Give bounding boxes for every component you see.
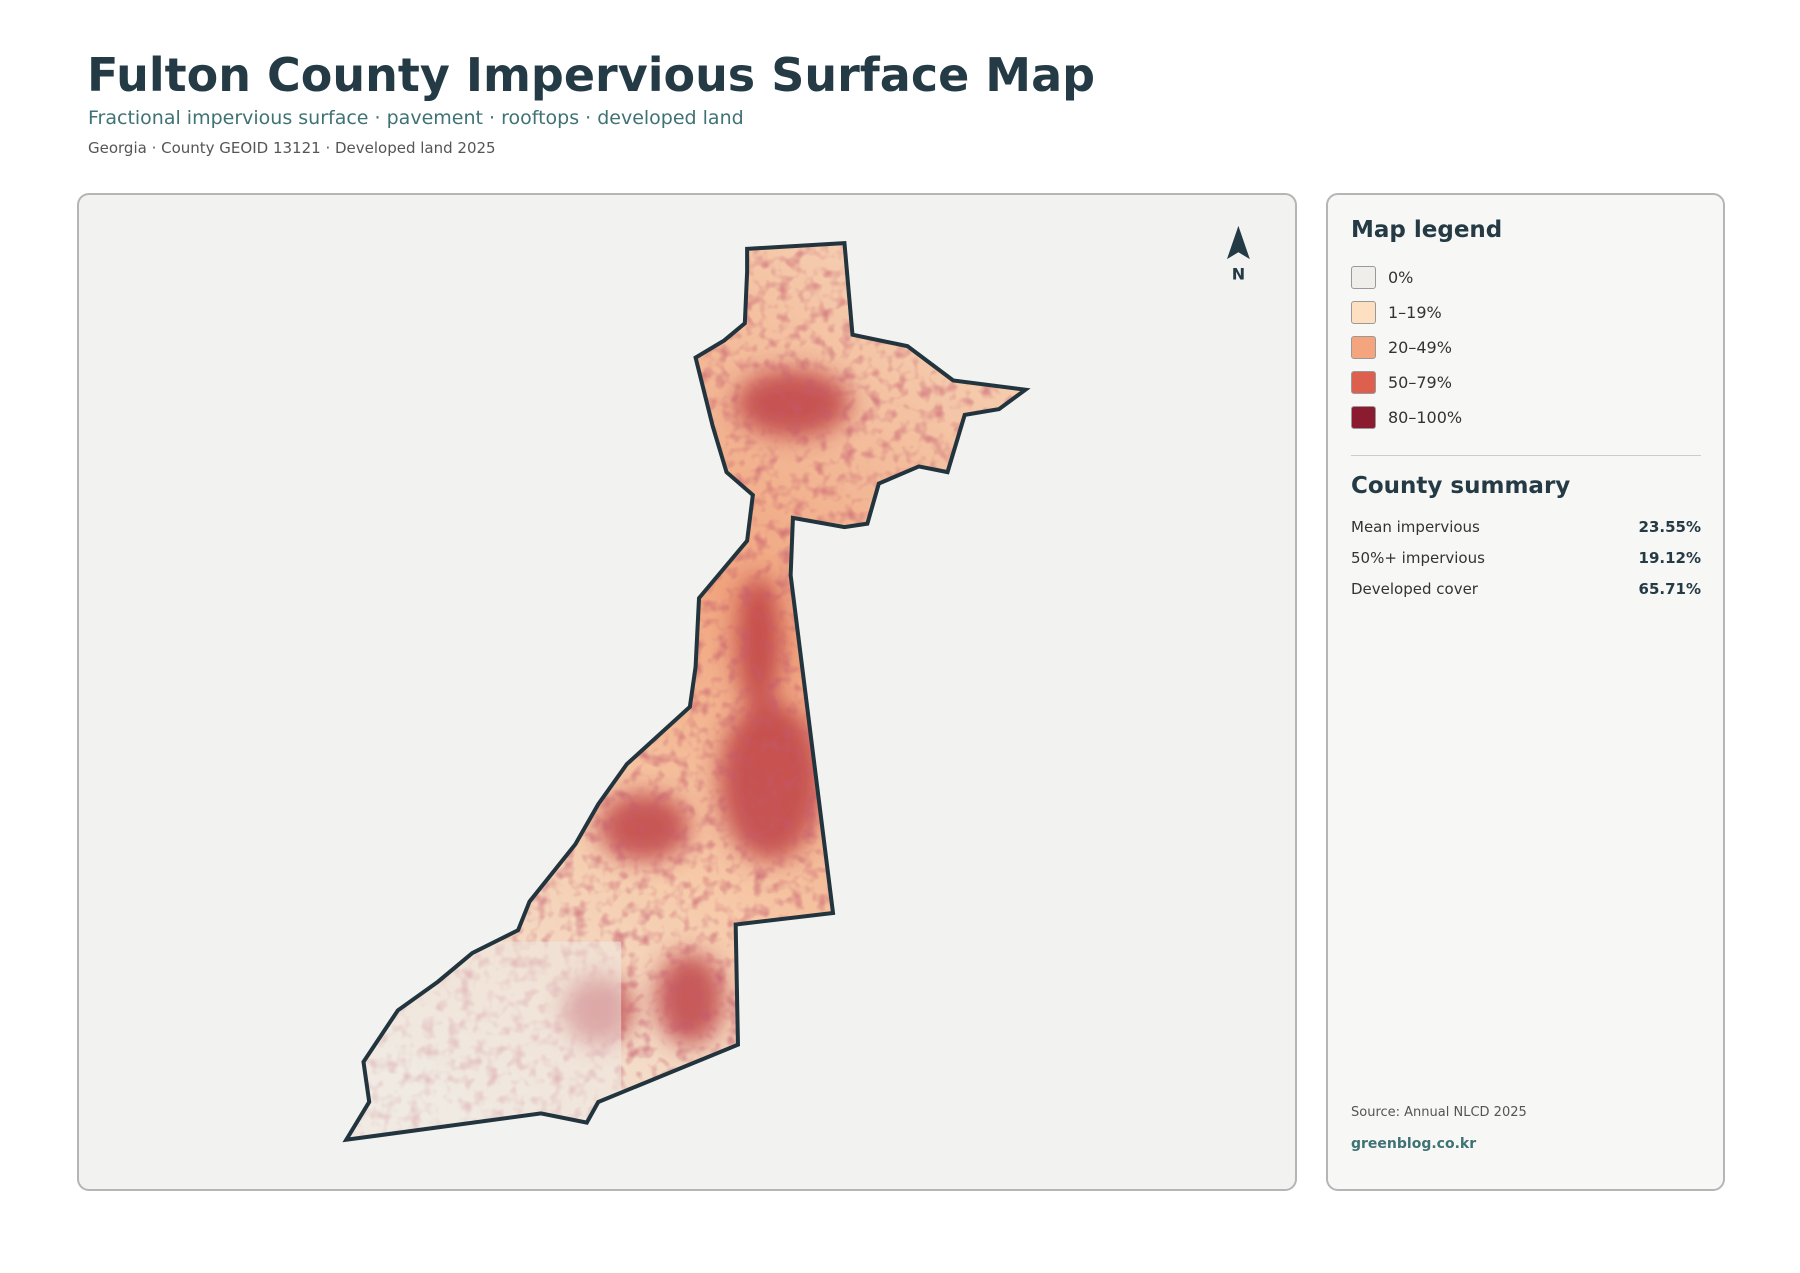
legend-swatch bbox=[1351, 301, 1376, 324]
legend-item: 80–100% bbox=[1351, 406, 1462, 429]
legend-title: Map legend bbox=[1351, 217, 1503, 243]
summary-row: Mean impervious 23.55% bbox=[1351, 518, 1701, 536]
legend-swatch bbox=[1351, 336, 1376, 359]
site: greenblog.co.kr bbox=[1351, 1136, 1477, 1152]
legend-item: 50–79% bbox=[1351, 371, 1452, 394]
legend-swatch bbox=[1351, 266, 1376, 289]
summary-label: Mean impervious bbox=[1351, 518, 1480, 536]
map: N bbox=[79, 225, 1250, 1189]
north-arrow bbox=[1226, 225, 1250, 260]
summary-label: 50%+ impervious bbox=[1351, 549, 1485, 567]
legend-label: 80–100% bbox=[1388, 408, 1463, 427]
summary-label: Developed cover bbox=[1351, 580, 1478, 598]
legend-item: 1–19% bbox=[1351, 301, 1442, 324]
north-label: N bbox=[1232, 265, 1245, 284]
summary-row: 50%+ impervious 19.12% bbox=[1351, 549, 1701, 567]
map-panel: N bbox=[77, 193, 1297, 1191]
legend-label: 20–49% bbox=[1388, 338, 1452, 357]
legend-swatch bbox=[1351, 406, 1376, 429]
legend-item: 20–49% bbox=[1351, 336, 1452, 359]
side-panel: Map legend 0% 1–19% 20–49% 50–79% 80–100% Co… bbox=[1326, 193, 1725, 1191]
divider bbox=[1351, 455, 1701, 456]
meta: Georgia · County GEOID 13121 · Developed… bbox=[88, 139, 496, 157]
summary-title: County summary bbox=[1351, 473, 1571, 499]
summary-value: 23.55% bbox=[1638, 518, 1701, 536]
legend-label: 0% bbox=[1388, 268, 1414, 287]
legend-swatch bbox=[1351, 371, 1376, 394]
legend-label: 50–79% bbox=[1388, 373, 1452, 392]
summary-value: 65.71% bbox=[1638, 580, 1701, 598]
legend-label: 1–19% bbox=[1388, 303, 1442, 322]
source: Source: Annual NLCD 2025 bbox=[1351, 1105, 1527, 1120]
summary-row: Developed cover 65.71% bbox=[1351, 580, 1701, 598]
title: Fulton County Impervious Surface Map bbox=[87, 48, 1096, 102]
legend-item: 0% bbox=[1351, 266, 1413, 289]
summary-value: 19.12% bbox=[1638, 549, 1701, 567]
subtitle: Fractional impervious surface · pavement… bbox=[88, 107, 744, 129]
